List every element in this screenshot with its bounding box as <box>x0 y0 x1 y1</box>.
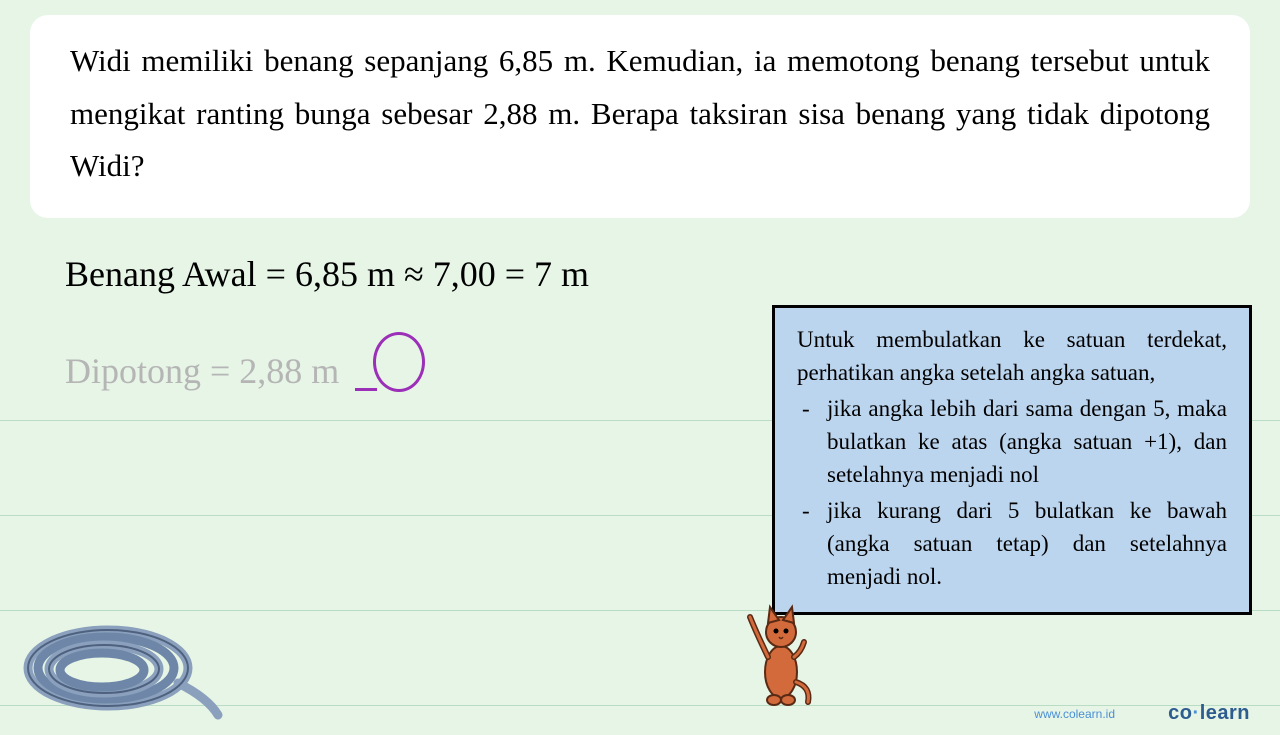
question-card: Widi memiliki benang sepanjang 6,85 m. K… <box>30 15 1250 218</box>
info-item-1: jika angka lebih dari sama dengan 5, mak… <box>797 392 1227 492</box>
info-item-2: jika kurang dari 5 bulatkan ke bawah (an… <box>797 494 1227 594</box>
cat-illustration <box>746 587 816 707</box>
digit-underline-annotation <box>355 388 377 391</box>
brand-dot: · <box>1193 702 1200 724</box>
info-intro: Untuk membulatkan ke satuan terdekat, pe… <box>797 323 1227 390</box>
info-box: Untuk membulatkan ke satuan terdekat, pe… <box>772 305 1252 615</box>
digit-circle-annotation <box>373 332 425 392</box>
question-text: Widi memiliki benang sepanjang 6,85 m. K… <box>70 35 1210 193</box>
footer-url: www.colearn.id <box>1034 707 1115 721</box>
footer-logo: co·learn <box>1168 702 1250 725</box>
brand-part-a: co <box>1168 702 1192 724</box>
work-line-1: Benang Awal = 6,85 m ≈ 7,00 = 7 m <box>65 253 1250 295</box>
brand-part-b: learn <box>1200 702 1250 724</box>
rope-illustration <box>18 613 248 723</box>
info-list: jika angka lebih dari sama dengan 5, mak… <box>797 392 1227 594</box>
